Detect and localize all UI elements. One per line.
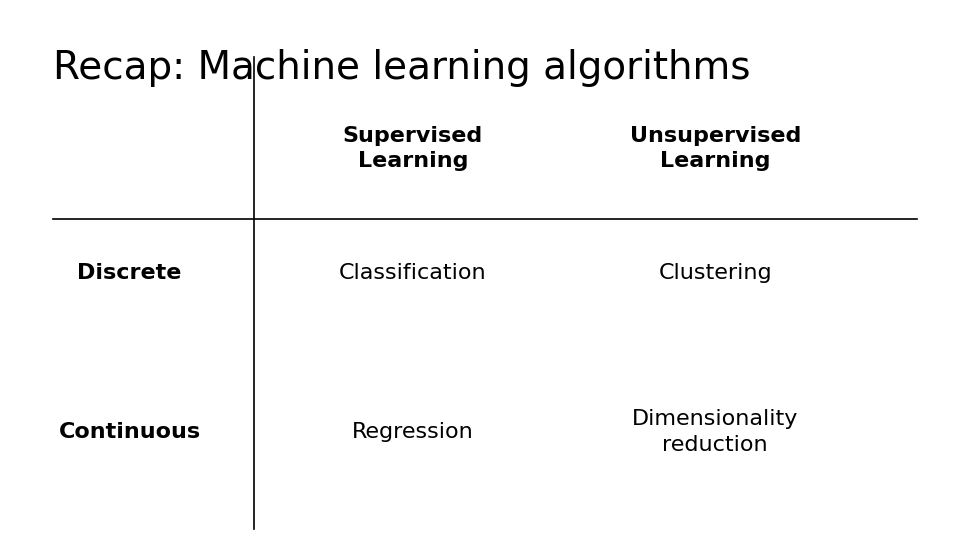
Text: Supervised
Learning: Supervised Learning [343, 126, 483, 171]
Text: Recap: Machine learning algorithms: Recap: Machine learning algorithms [53, 49, 751, 86]
Text: Continuous: Continuous [59, 422, 201, 442]
Text: Regression: Regression [352, 422, 473, 442]
Text: Classification: Classification [339, 262, 487, 283]
Text: Dimensionality
reduction: Dimensionality reduction [632, 409, 799, 455]
Text: Clustering: Clustering [659, 262, 772, 283]
Text: Unsupervised
Learning: Unsupervised Learning [630, 126, 801, 171]
Text: Discrete: Discrete [78, 262, 181, 283]
